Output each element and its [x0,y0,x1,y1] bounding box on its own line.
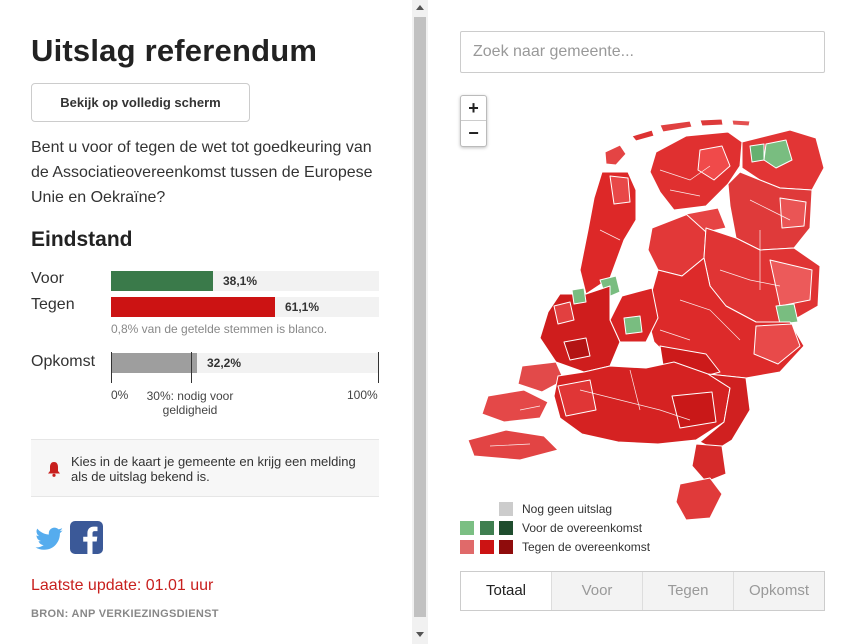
map-region-zeeland-north [517,361,565,393]
map-region-brabant-east [671,391,717,429]
axis-label-min: 0% [111,388,129,402]
legend-label: Tegen de overeenkomst [522,540,651,554]
legend-swatch [499,502,513,516]
twitter-icon[interactable] [33,522,65,554]
voor-bar: 38,1% [111,271,379,291]
map-region-rotterdam [563,337,591,361]
tegen-value: 61,1% [285,300,320,314]
results-panel: Uitslag referendum Bekijk op volledig sc… [0,0,412,644]
legend-swatch [460,540,474,554]
zoom-in-button[interactable]: + [461,96,486,121]
map-region-utrecht [609,287,659,343]
turnout-value: 32,2% [207,356,242,370]
map-region-vlieland [631,129,655,142]
tegen-bar-fill [111,297,275,317]
notification-box[interactable]: Kies in de kaart je gemeente en krijg ee… [31,439,379,497]
source-label: BRON: ANP VERKIEZINGSDIENST [31,608,219,620]
legend-label: Voor de overeenkomst [522,521,643,535]
map-region-utrecht-city [623,315,643,335]
map-region-terschelling [659,120,693,133]
axis-tick-max [378,352,379,383]
axis-tick-min [111,352,112,383]
map-region-ameland [699,118,724,127]
scroll-down-arrow[interactable] [416,632,424,637]
municipality-search-input[interactable] [460,31,825,73]
legend-swatch [480,521,494,535]
map-region-noord-holland-north [609,175,631,205]
axis-tick-threshold [191,352,192,383]
map-region-den-haag [553,301,575,325]
map-region-friesland-east [697,145,731,181]
referendum-question: Bent u voor of tegen de wet tot goedkeur… [31,139,373,206]
notification-text: Kies in de kaart je gemeente en krijg ee… [71,454,356,484]
scroll-up-arrow[interactable] [416,5,424,10]
page-title: Uitslag referendum [31,33,318,68]
map-region-limburg-middle [691,443,727,483]
map-region-achterhoek [753,323,801,365]
result-heading: Eindstand [31,228,133,251]
legend-swatch [499,521,513,535]
map-region-zeeland-middle [481,389,549,423]
bell-icon [48,462,60,477]
legend-swatch [480,540,494,554]
tab-opkomst[interactable]: Opkomst [733,572,824,610]
blanco-note: 0,8% van de getelde stemmen is blanco. [111,322,328,336]
tab-tegen[interactable]: Tegen [642,572,733,610]
scrollbar[interactable] [412,0,428,644]
turnout-bar-fill [111,353,197,373]
map-region-limburg-south [675,477,723,521]
tegen-bar: 61,1% [111,297,379,317]
map-region-leiden-green [571,287,587,305]
map-region-schiermonnikoog [731,119,751,127]
map-region-drenthe-east [779,197,807,229]
voor-label: Voor [31,270,64,287]
scrollbar-thumb[interactable] [414,17,426,617]
tegen-label: Tegen [31,296,75,313]
map-region-twente-green [775,303,799,325]
voor-bar-fill [111,271,213,291]
voor-value: 38,1% [223,274,258,288]
map-region-noordoostpolder [685,207,727,233]
turnout-label: Opkomst [31,353,96,370]
legend-label: Nog geen uitslag [522,502,613,516]
map-region-texel [604,144,627,166]
axis-label-max: 100% [347,388,378,402]
turnout-bar: 32,2% [111,353,379,373]
tab-totaal[interactable]: Totaal [461,572,551,610]
map-region-overijssel-east [769,259,813,307]
map-panel: + − Nog geen uitslag Voor de overeenkoms… [428,0,855,644]
threshold-label: 30%: nodig voor geldigheid [146,389,234,417]
legend-swatch [460,521,474,535]
netherlands-map[interactable] [460,110,840,530]
view-tabs: Totaal Voor Tegen Opkomst [460,571,825,611]
last-update: Laatste update: 01.01 uur [31,577,214,594]
zoom-out-button[interactable]: − [468,123,479,143]
legend-swatch [499,540,513,554]
fullscreen-button[interactable]: Bekijk op volledig scherm [31,83,250,122]
map-region-groningen-north [749,143,765,163]
facebook-icon[interactable] [70,521,103,554]
tab-voor[interactable]: Voor [551,572,642,610]
zoom-control: + − [460,95,487,147]
map-region-brabant-west [557,379,597,417]
